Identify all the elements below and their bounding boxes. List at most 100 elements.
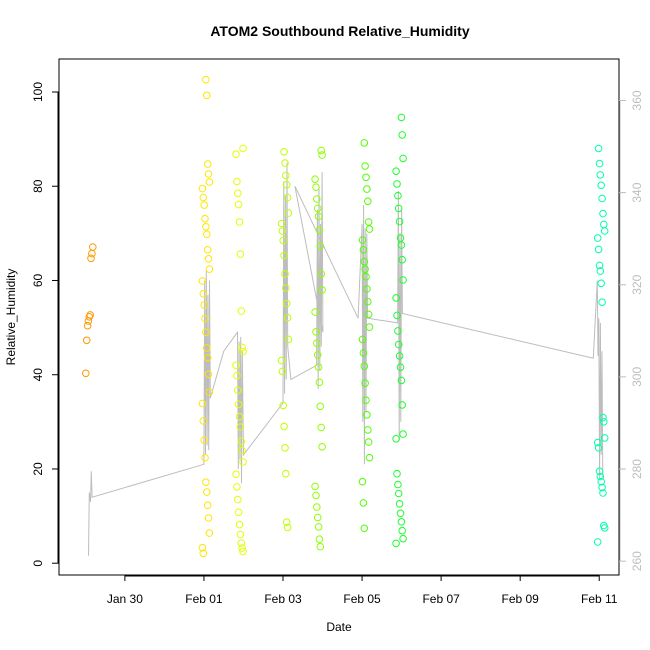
data-point bbox=[315, 378, 324, 387]
data-point bbox=[237, 437, 246, 446]
data-point bbox=[279, 236, 288, 245]
chart-title: ATOM2 Southbound Relative_Humidity bbox=[210, 23, 469, 39]
data-point bbox=[597, 279, 606, 288]
data-point bbox=[362, 396, 370, 405]
data-point bbox=[397, 518, 406, 526]
data-point bbox=[597, 181, 606, 190]
data-point bbox=[203, 354, 212, 362]
data-point bbox=[315, 226, 324, 234]
data-point bbox=[358, 236, 367, 244]
data-point bbox=[234, 508, 243, 517]
data-point bbox=[199, 193, 208, 202]
x-tick-label: Feb 03 bbox=[264, 592, 302, 606]
data-point bbox=[393, 469, 401, 478]
data-point bbox=[317, 270, 326, 278]
data-point bbox=[360, 257, 369, 266]
data-point bbox=[394, 204, 403, 213]
data-point bbox=[199, 549, 208, 558]
x-tick-label: Feb 11 bbox=[581, 592, 618, 606]
data-point bbox=[281, 444, 289, 452]
data-point bbox=[311, 175, 319, 183]
data-point bbox=[237, 539, 246, 547]
data-point bbox=[361, 265, 369, 274]
data-point bbox=[201, 314, 209, 323]
data-point bbox=[313, 195, 321, 203]
data-point bbox=[87, 254, 95, 263]
data-point bbox=[594, 444, 603, 452]
y-tick-label: 20 bbox=[31, 462, 45, 476]
data-point bbox=[317, 423, 326, 432]
data-point bbox=[363, 411, 371, 419]
data-point bbox=[312, 328, 320, 336]
data-point bbox=[318, 286, 326, 294]
data-point bbox=[599, 489, 607, 497]
data-point bbox=[314, 523, 323, 531]
data-point bbox=[282, 284, 290, 292]
x-tick-label: Feb 05 bbox=[343, 592, 381, 606]
data-point bbox=[282, 181, 291, 189]
points-layer bbox=[82, 75, 609, 558]
data-point bbox=[232, 470, 240, 479]
data-point bbox=[360, 524, 369, 533]
data-point bbox=[280, 148, 288, 156]
data-point bbox=[236, 423, 245, 431]
data-point bbox=[596, 472, 605, 481]
data-point bbox=[397, 241, 406, 249]
data-point bbox=[233, 371, 241, 380]
data-point bbox=[277, 219, 286, 228]
data-point bbox=[204, 170, 213, 178]
data-point bbox=[277, 356, 286, 365]
data-point bbox=[205, 529, 214, 537]
data-point bbox=[594, 144, 603, 153]
data-point bbox=[202, 75, 210, 84]
data-point bbox=[283, 313, 292, 322]
data-point bbox=[594, 245, 603, 254]
data-point bbox=[199, 417, 208, 425]
data-point bbox=[358, 335, 367, 344]
y-axis-label: Relative_Humidity bbox=[4, 269, 18, 366]
data-point bbox=[313, 204, 322, 213]
data-point bbox=[358, 477, 367, 486]
data-point bbox=[235, 412, 244, 421]
data-point bbox=[279, 401, 288, 410]
data-point bbox=[361, 162, 369, 170]
data-point bbox=[593, 538, 602, 546]
y-tick-label: 80 bbox=[31, 179, 45, 193]
data-point bbox=[313, 339, 321, 348]
data-point bbox=[235, 520, 244, 529]
data-point bbox=[365, 323, 374, 331]
secondary-y-tick-label: 360 bbox=[630, 90, 644, 110]
data-point bbox=[364, 197, 372, 206]
data-point bbox=[399, 534, 407, 543]
data-point bbox=[238, 446, 246, 455]
secondary-y-tick-label: 340 bbox=[630, 182, 644, 202]
data-point bbox=[239, 347, 247, 356]
data-point bbox=[397, 113, 406, 122]
data-point bbox=[239, 458, 247, 466]
data-point bbox=[82, 369, 90, 378]
data-point bbox=[363, 285, 371, 293]
data-point bbox=[204, 370, 213, 379]
data-point bbox=[203, 488, 211, 496]
data-point bbox=[598, 298, 606, 307]
data-point bbox=[89, 243, 97, 251]
data-point bbox=[234, 386, 242, 395]
data-point bbox=[239, 144, 247, 153]
data-point bbox=[313, 503, 321, 511]
data-point bbox=[397, 376, 406, 385]
data-point bbox=[316, 402, 325, 411]
data-point bbox=[394, 340, 403, 349]
data-point bbox=[200, 201, 208, 209]
data-point bbox=[394, 489, 403, 498]
data-point bbox=[396, 509, 405, 518]
data-point bbox=[317, 146, 326, 155]
data-point bbox=[597, 477, 606, 486]
data-point bbox=[311, 482, 319, 491]
data-point bbox=[283, 523, 292, 532]
data-point bbox=[595, 261, 604, 270]
data-point bbox=[236, 530, 245, 539]
data-point bbox=[205, 178, 214, 186]
line-series-path bbox=[88, 162, 604, 556]
data-point bbox=[318, 443, 326, 451]
data-point bbox=[236, 250, 245, 258]
